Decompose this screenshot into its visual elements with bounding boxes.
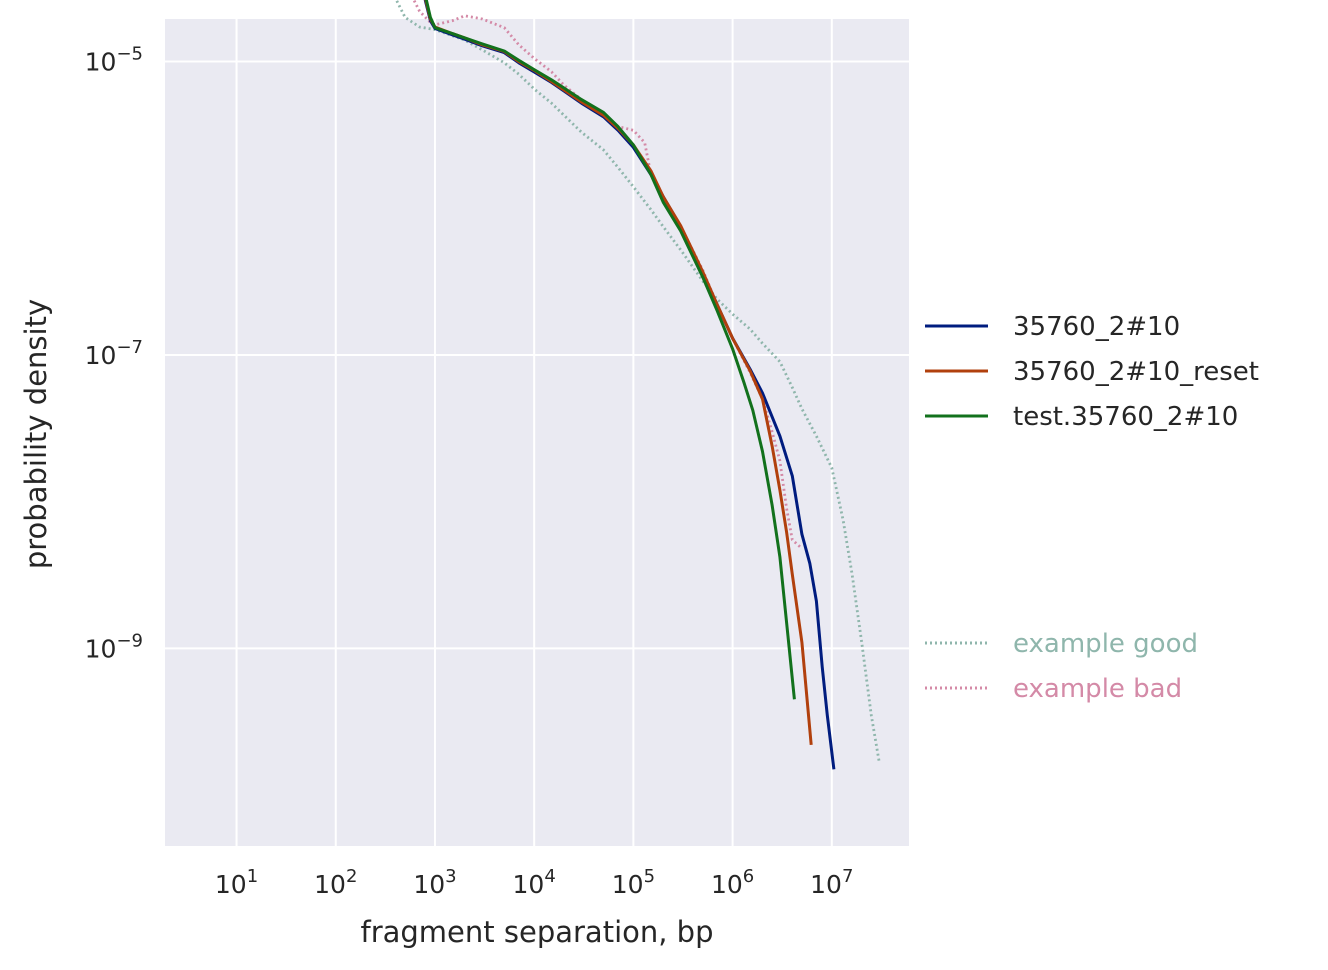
legend-examples: example good example bad [925, 629, 1198, 704]
legend-label: 35760_2#10_reset [1013, 357, 1259, 387]
series-line [424, 0, 796, 700]
x-tick-label: 105 [612, 866, 655, 899]
legend-label: 35760_2#10 [1013, 312, 1180, 342]
y-tick-labels: 10−310−510−710−9 [85, 44, 143, 664]
x-tick-label: 102 [314, 866, 357, 899]
legend-main: 35760_2#10 35760_2#10_reset test.35760_2#1… [925, 312, 1259, 432]
x-axis-label: fragment separation, bp [361, 915, 714, 949]
y-axis-label: probability density [19, 299, 53, 569]
y-tick-label: 10−7 [85, 337, 143, 370]
x-tick-label: 103 [413, 866, 456, 899]
y-tick-label: 10−5 [85, 44, 143, 77]
legend-label: example good [1013, 629, 1198, 659]
series-line [394, 0, 881, 762]
legend-label: test.35760_2#10 [1013, 402, 1238, 432]
x-tick-label: 106 [711, 866, 754, 899]
series-layer [394, 0, 881, 770]
grid-lines [165, 19, 909, 846]
legend-label: example bad [1013, 674, 1182, 704]
x-tick-label: 104 [513, 866, 556, 899]
series-line [424, 0, 813, 746]
plot-area-background [165, 19, 909, 846]
x-tick-label: 101 [215, 866, 258, 899]
y-tick-label: 10−9 [85, 630, 143, 663]
x-tick-labels: 101 102 103 104 105 106 107 [215, 866, 854, 899]
x-tick-label: 107 [810, 866, 853, 899]
